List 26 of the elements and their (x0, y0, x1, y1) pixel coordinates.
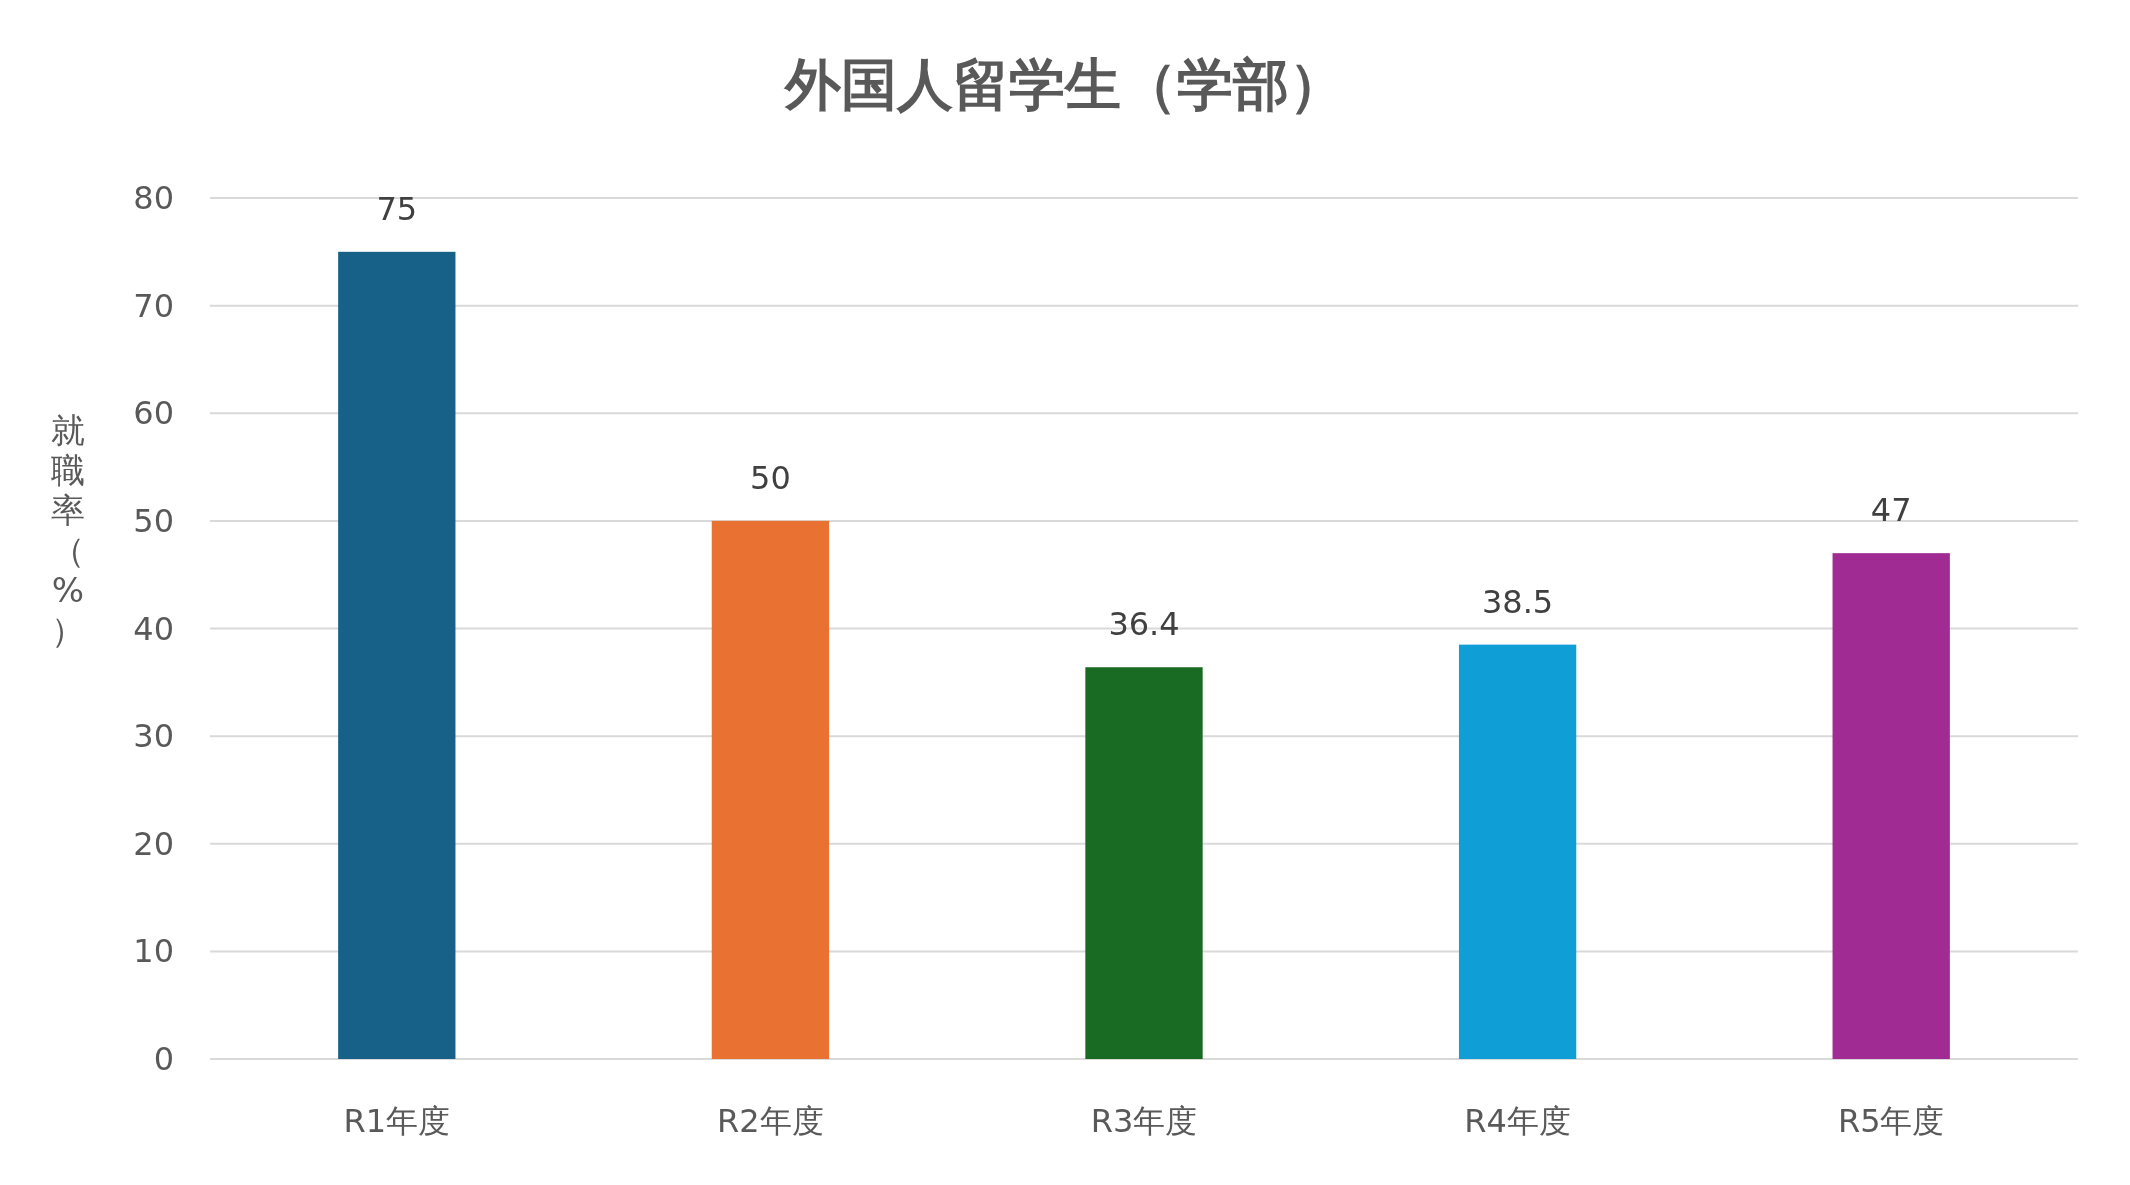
x-tick-label: R4年度 (1464, 1102, 1571, 1140)
chart-title: 外国人留学生（学部） (783, 52, 1345, 117)
bar (1085, 667, 1203, 1059)
x-tick-label: R1年度 (343, 1102, 451, 1140)
y-axis-title: 就職率（%） (51, 410, 85, 650)
bar (1832, 553, 1950, 1059)
x-tick-label: R5年度 (1837, 1102, 1945, 1140)
bar (711, 520, 830, 1059)
y-tick-label: 10 (133, 932, 174, 971)
y-tick-label: 50 (133, 501, 174, 540)
bar (338, 251, 456, 1059)
data-label: 50 (750, 458, 791, 497)
data-label: 75 (376, 189, 418, 228)
y-tick-label: 0 (153, 1040, 174, 1078)
y-tick-label: 70 (133, 286, 174, 325)
bar (1458, 644, 1577, 1059)
data-label: 47 (1870, 491, 1912, 530)
data-label: 36.4 (1108, 605, 1180, 644)
x-tick-label: R2年度 (717, 1102, 824, 1140)
x-tick-label: R3年度 (1090, 1102, 1198, 1140)
y-tick-label: 80 (133, 179, 174, 217)
y-tick-label: 20 (133, 824, 174, 863)
y-tick-label: 40 (133, 609, 174, 648)
data-label: 38.5 (1481, 582, 1554, 621)
y-tick-label: 30 (133, 717, 174, 756)
y-tick-label: 60 (133, 394, 174, 433)
